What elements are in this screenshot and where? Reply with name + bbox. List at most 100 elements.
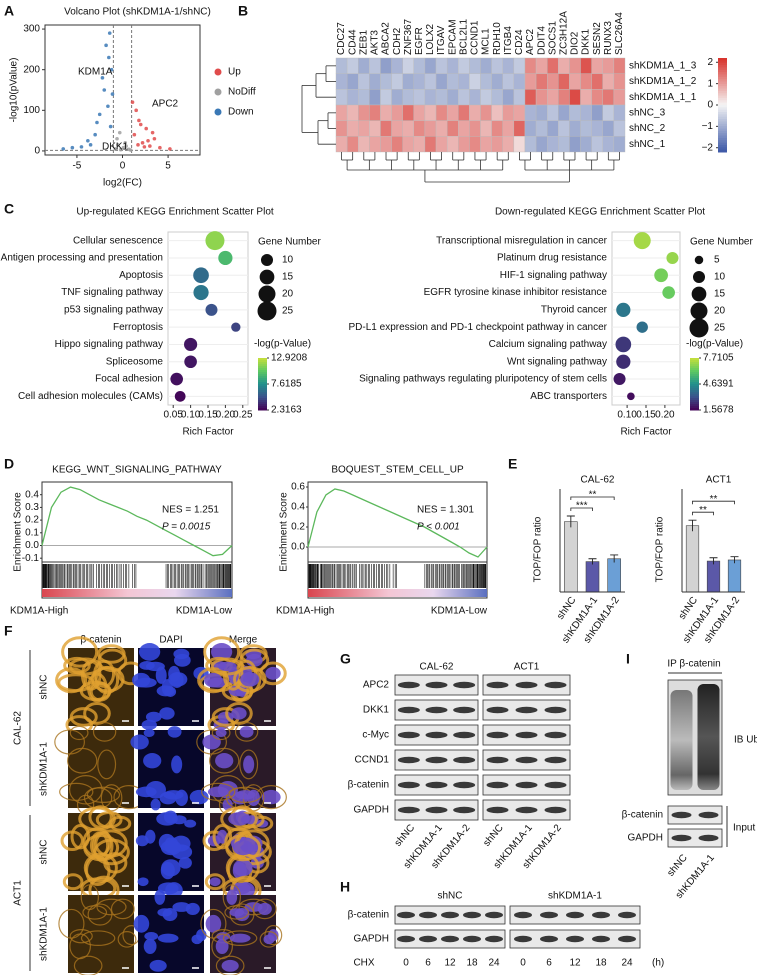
bar bbox=[727, 559, 742, 593]
nucleus bbox=[143, 728, 155, 738]
x-tick-label: 0.10 bbox=[617, 410, 637, 421]
colorbar-segment bbox=[718, 128, 727, 132]
nucleus bbox=[204, 672, 223, 688]
significance-bracket bbox=[692, 511, 714, 516]
band bbox=[486, 781, 509, 789]
colorbar-segment bbox=[718, 135, 727, 139]
column-label: ZNF367 bbox=[403, 18, 414, 55]
nucleus bbox=[145, 661, 165, 672]
point bbox=[107, 31, 112, 35]
cell bbox=[264, 925, 283, 946]
heat-cell bbox=[391, 136, 403, 153]
chart-title: ACT1 bbox=[706, 475, 732, 486]
heat-cell bbox=[402, 136, 415, 153]
y-tick-label: 100 bbox=[23, 105, 40, 116]
band bbox=[397, 681, 420, 689]
colorbar-segment bbox=[718, 144, 727, 148]
column-label: EGFR bbox=[414, 27, 425, 55]
colorbar-segment bbox=[258, 384, 267, 387]
nucleus bbox=[243, 755, 255, 774]
colorbar-segment bbox=[690, 406, 699, 409]
legend-bubble bbox=[259, 269, 275, 285]
heat-cell bbox=[480, 104, 492, 121]
heat-cell bbox=[535, 73, 548, 90]
category-label: p53 signaling pathway bbox=[64, 304, 163, 315]
heat-cell bbox=[502, 57, 515, 74]
cell bbox=[225, 833, 262, 862]
heat-cell bbox=[369, 57, 381, 74]
heat-cell bbox=[491, 73, 503, 90]
colorbar-segment bbox=[718, 126, 727, 129]
x-tick-label: 0.25 bbox=[233, 410, 253, 421]
point bbox=[140, 141, 145, 145]
nucleus bbox=[149, 959, 167, 972]
point bbox=[146, 138, 150, 143]
panel-letter: I bbox=[626, 651, 630, 667]
band bbox=[566, 935, 584, 943]
colorbar-segment bbox=[718, 119, 727, 122]
point bbox=[158, 145, 162, 150]
nes-text: NES = 1.251 bbox=[162, 505, 219, 516]
colorbar-segment bbox=[258, 376, 267, 379]
colorbar-segment bbox=[718, 72, 727, 75]
colorbar-segment bbox=[718, 107, 727, 111]
colorbar-segment bbox=[718, 142, 727, 146]
band bbox=[453, 681, 476, 689]
colorbar-segment bbox=[718, 116, 727, 120]
time-label: 0 bbox=[403, 958, 409, 969]
heat-cell bbox=[380, 136, 392, 153]
heat-cell bbox=[380, 104, 392, 121]
x-tick-label: 0.15 bbox=[198, 410, 218, 421]
category-label: Cell adhesion molecules (CAMs) bbox=[18, 391, 163, 402]
point bbox=[109, 67, 114, 72]
bubble bbox=[174, 390, 186, 402]
bar bbox=[706, 560, 721, 593]
heat-cell bbox=[524, 89, 537, 106]
y-tick-label: 200 bbox=[23, 64, 40, 75]
heat-cell bbox=[402, 57, 415, 74]
error-bar bbox=[610, 554, 619, 563]
nucleus bbox=[229, 933, 251, 943]
colorbar-segment bbox=[690, 362, 699, 365]
colorbar-segment bbox=[258, 404, 267, 407]
nucleus bbox=[160, 840, 182, 856]
point bbox=[108, 124, 113, 129]
error-bar bbox=[566, 515, 575, 528]
heat-cell bbox=[524, 73, 537, 90]
point bbox=[132, 132, 137, 137]
row-label: shKDM1A_1_3 bbox=[629, 60, 697, 71]
x-tick-label: -5 bbox=[72, 161, 81, 172]
colorbar-segment bbox=[718, 133, 727, 137]
legend-marker bbox=[214, 88, 222, 96]
point bbox=[136, 143, 140, 147]
colorbar-segment bbox=[718, 86, 727, 90]
y-axis-label: TOP/FOP ratio bbox=[533, 516, 544, 582]
colorbar-label: 7.6185 bbox=[271, 379, 302, 390]
heat-cell bbox=[569, 136, 581, 153]
band bbox=[441, 935, 459, 943]
colorbar-segment bbox=[690, 386, 699, 389]
colorbar-segment bbox=[718, 62, 727, 66]
colorbar-label: 12.9208 bbox=[271, 353, 308, 364]
category-label: ABC transporters bbox=[530, 391, 607, 402]
category-label: Apoptosis bbox=[119, 270, 163, 281]
category-label: Hippo signaling pathway bbox=[55, 339, 163, 350]
bubble bbox=[231, 322, 241, 332]
band bbox=[425, 681, 448, 689]
heat-cell bbox=[380, 73, 392, 90]
time-label: 12 bbox=[569, 958, 581, 969]
band bbox=[453, 706, 476, 714]
heat-cell bbox=[513, 89, 526, 106]
heat-cell bbox=[469, 104, 481, 121]
colorbar-segment bbox=[690, 402, 699, 405]
heat-cell bbox=[613, 104, 626, 121]
band bbox=[397, 781, 420, 789]
panel-letter: A bbox=[4, 3, 14, 19]
colorbar-segment bbox=[718, 95, 727, 99]
nucleus bbox=[231, 707, 247, 720]
colorbar-segment bbox=[258, 382, 267, 385]
band bbox=[544, 806, 567, 814]
nucleus bbox=[228, 812, 250, 826]
heat-cell bbox=[513, 136, 526, 153]
cell bbox=[80, 659, 102, 691]
